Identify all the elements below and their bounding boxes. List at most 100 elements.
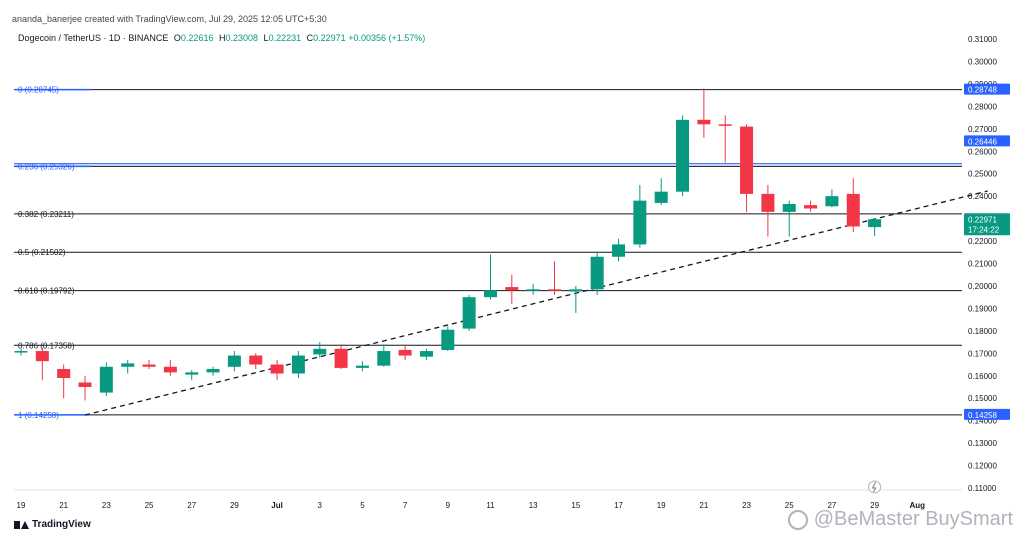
open-label: O [173, 33, 181, 43]
candle-body [548, 289, 561, 291]
x-tick-label: 25 [145, 501, 154, 510]
candle-body [291, 355, 305, 374]
y-tick-label: 0.15000 [968, 394, 997, 403]
y-tick-label: 0.21000 [968, 260, 997, 269]
candle-body [590, 256, 604, 290]
fib-level-label: 1 (0.14258) [18, 411, 59, 420]
y-tick-label: 0.20000 [968, 282, 997, 291]
low-value: 0.22231 [268, 33, 302, 43]
fib-price-tag [964, 83, 1010, 95]
candle-body [526, 289, 540, 291]
candle-body [249, 355, 263, 365]
tradingview-brand: TradingView [32, 519, 91, 530]
candle-body [782, 204, 796, 212]
chart-created-by: ananda_banerjee created with TradingView… [12, 14, 327, 24]
candle-body [78, 382, 92, 387]
watermark: @BeMaster BuySmart [787, 508, 1013, 531]
candle-body [398, 349, 412, 356]
y-tick-label: 0.13000 [968, 439, 997, 448]
close-value: 0.22971 [313, 33, 346, 43]
tradingview-logo[interactable]: TradingView [14, 519, 91, 530]
x-tick-label: 7 [403, 501, 408, 510]
x-tick-label: 21 [699, 501, 708, 510]
candle-body [718, 124, 732, 126]
candle-body [804, 205, 818, 209]
candle-body [57, 369, 71, 378]
x-tick-label: 5 [360, 501, 365, 510]
candle-body [868, 219, 882, 228]
x-tick-label: 23 [742, 501, 751, 510]
y-tick-label: 0.19000 [968, 304, 997, 313]
candle-body [761, 193, 775, 212]
high-label: H [218, 33, 226, 43]
y-tick-label: 0.24000 [968, 192, 997, 201]
x-tick-label: 29 [870, 501, 879, 510]
last-price-tag [964, 213, 1010, 236]
candle-body [825, 196, 839, 207]
y-tick-label: 0.27000 [968, 125, 997, 134]
y-tick-label: 0.11000 [968, 484, 997, 493]
butterfly-icon [787, 509, 808, 530]
fib-level-label: 0.5 (0.21502) [18, 248, 66, 257]
y-tick-label: 0.26000 [968, 147, 997, 156]
trendline [84, 190, 988, 416]
candle-body [676, 119, 690, 192]
symbol-name: Dogecoin / TetherUS · 1D · BINANCE [18, 33, 169, 43]
candle-body [612, 244, 626, 257]
candle-body [441, 329, 455, 350]
candle-body [505, 287, 519, 291]
x-tick-label: 9 [446, 501, 451, 510]
x-tick-label: 29 [230, 501, 239, 510]
y-tick-label: 0.30000 [968, 57, 997, 66]
fib-level-label: 0.618 (0.19792) [18, 287, 75, 296]
candle-body [355, 365, 369, 368]
candle-body [334, 348, 348, 368]
fib-price-tag-label: 0.14258 [968, 411, 997, 420]
candle-body [740, 126, 754, 194]
lightning-glyph [871, 481, 877, 493]
fib-price-tag-label: 0.26446 [968, 137, 997, 146]
x-tick-label: Aug [909, 501, 925, 510]
change-value: +0.00356 (+1.57%) [348, 33, 426, 43]
x-tick-label: 13 [529, 501, 538, 510]
x-tick-label: 17 [614, 501, 623, 510]
x-tick-label: 23 [102, 501, 111, 510]
fib-level-label: 0.236 (0.25326) [18, 162, 75, 171]
y-tick-label: 0.14000 [968, 417, 997, 426]
candle-body [419, 351, 433, 357]
x-tick-label: 11 [486, 501, 495, 510]
last-price-countdown: 17:24:22 [968, 225, 1000, 234]
candle-body [697, 119, 711, 125]
x-tick-label: 3 [318, 501, 323, 510]
y-tick-label: 0.22000 [968, 237, 997, 246]
lightning-icon[interactable] [868, 480, 882, 494]
candle-body [35, 351, 49, 362]
fib-price-tag [964, 135, 1010, 147]
candle-body [14, 351, 28, 353]
candle-body [483, 290, 497, 298]
low-label: L [263, 33, 269, 43]
candle-body [227, 355, 241, 367]
candle-body [163, 366, 177, 373]
x-tick-label: 19 [17, 501, 26, 510]
candle-body [654, 191, 668, 203]
candle-body [142, 364, 156, 367]
x-tick-label: 21 [59, 501, 68, 510]
candle-body [270, 364, 284, 374]
last-price-label: 0.22971 [968, 215, 997, 224]
candle-body [569, 289, 583, 292]
y-tick-label: 0.31000 [968, 35, 997, 44]
candle-body [206, 369, 220, 373]
x-tick-label: 19 [657, 501, 666, 510]
candle-body [846, 193, 860, 227]
candle-body [121, 363, 135, 367]
fib-band [14, 163, 962, 167]
candle-body [377, 351, 391, 366]
x-tick-label: 25 [785, 501, 794, 510]
y-tick-label: 0.25000 [968, 170, 997, 179]
high-value: 0.23008 [225, 33, 259, 43]
x-tick-label: 15 [571, 501, 580, 510]
fib-price-tag-label: 0.28748 [968, 86, 997, 95]
symbol-legend[interactable]: Dogecoin / TetherUS · 1D · BINANCE O 0.22… [18, 33, 425, 43]
